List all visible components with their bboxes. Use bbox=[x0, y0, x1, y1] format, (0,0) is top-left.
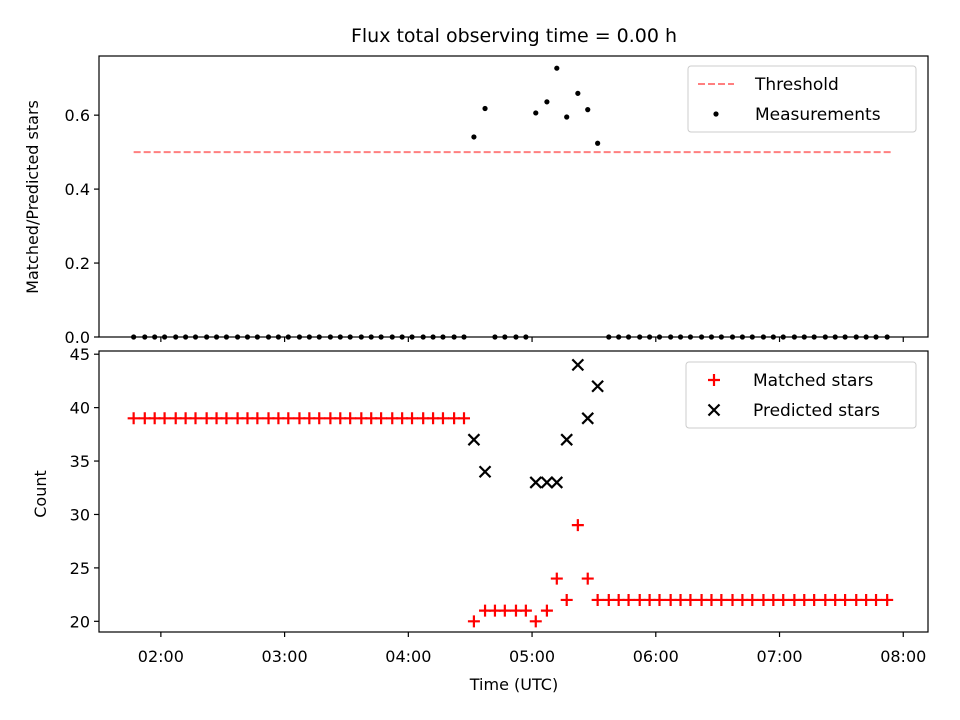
data-point bbox=[478, 465, 492, 479]
data-point bbox=[471, 134, 477, 140]
y-tick-label: 45 bbox=[70, 345, 90, 364]
chart-title: Flux total observing time = 0.00 h bbox=[351, 25, 677, 47]
y-tick-label: 30 bbox=[70, 505, 90, 524]
data-point bbox=[544, 99, 550, 105]
bottom-y-axis-label: Count bbox=[31, 470, 50, 518]
data-point bbox=[746, 593, 759, 606]
data-point bbox=[529, 615, 542, 628]
data-point bbox=[777, 593, 790, 606]
data-point bbox=[529, 476, 543, 489]
data-point bbox=[436, 412, 449, 425]
top-plot-area: 0.0 0.2 0.4 0.6 Threshold Measurements bbox=[65, 55, 929, 347]
x-tick-label: 06:00 bbox=[633, 647, 679, 666]
data-point bbox=[560, 433, 573, 446]
data-point bbox=[498, 604, 511, 617]
data-point bbox=[881, 593, 894, 606]
x-tick-label: 02:00 bbox=[138, 647, 184, 666]
data-point bbox=[127, 412, 140, 425]
top-y-axis-label: Matched/Predicted stars bbox=[23, 100, 42, 294]
y-tick-label: 40 bbox=[70, 399, 90, 418]
data-point bbox=[540, 476, 554, 489]
data-point bbox=[571, 358, 585, 372]
legend-marker bbox=[713, 111, 719, 117]
data-point bbox=[344, 412, 357, 425]
bottom-plot-area: 20 25 30 35 40 45 02:00 03:00 04:00 05:00 06:00 07:… bbox=[70, 345, 929, 666]
x-tick-label: 04:00 bbox=[385, 647, 431, 666]
data-point bbox=[622, 593, 635, 606]
data-point bbox=[519, 604, 532, 617]
x-tick-label: 08:00 bbox=[880, 647, 926, 666]
data-point bbox=[808, 593, 821, 606]
x-tick-label: 07:00 bbox=[756, 647, 802, 666]
data-point bbox=[540, 604, 553, 617]
data-point bbox=[482, 105, 488, 112]
data-point bbox=[550, 572, 563, 585]
data-point bbox=[189, 412, 202, 425]
y-tick-label: 20 bbox=[70, 612, 90, 631]
legend-label: Matched stars bbox=[753, 371, 873, 391]
y-tick-label: 0.4 bbox=[65, 180, 90, 199]
data-point bbox=[220, 412, 233, 425]
data-point bbox=[467, 615, 480, 628]
data-point bbox=[591, 379, 604, 393]
legend-label: Threshold bbox=[754, 75, 839, 95]
legend: Matched stars Predicted stars bbox=[685, 361, 917, 429]
data-point bbox=[839, 593, 852, 606]
data-point bbox=[467, 433, 481, 446]
data-point bbox=[458, 412, 471, 425]
data-point bbox=[554, 65, 560, 71]
legend: Threshold Measurements bbox=[687, 65, 917, 133]
data-point bbox=[282, 412, 295, 425]
data-point bbox=[575, 90, 581, 96]
data-point bbox=[313, 412, 326, 425]
data-point bbox=[595, 140, 601, 146]
y-tick-label: 35 bbox=[70, 452, 90, 471]
data-point bbox=[653, 593, 666, 606]
data-point bbox=[870, 593, 883, 606]
data-point bbox=[571, 519, 584, 532]
y-tick-label: 0.6 bbox=[65, 106, 90, 125]
y-tick-label: 0.0 bbox=[65, 328, 90, 347]
data-point bbox=[251, 412, 264, 425]
x-tick-label: 03:00 bbox=[262, 647, 308, 666]
data-point bbox=[550, 476, 564, 489]
data-point bbox=[564, 114, 570, 120]
legend-marker bbox=[708, 374, 720, 386]
legend-marker bbox=[707, 403, 721, 417]
series-predicted-stars bbox=[467, 358, 604, 489]
legend-label: Measurements bbox=[755, 105, 881, 125]
data-point bbox=[581, 412, 595, 425]
data-point bbox=[585, 107, 591, 113]
data-point bbox=[533, 110, 539, 116]
data-point bbox=[715, 593, 728, 606]
x-tick-label: 05:00 bbox=[509, 647, 555, 666]
y-tick-label: 25 bbox=[70, 559, 90, 578]
plot-frame bbox=[98, 350, 929, 633]
data-point bbox=[375, 412, 388, 425]
legend-box bbox=[685, 361, 917, 429]
data-point bbox=[684, 593, 697, 606]
legend-label: Predicted stars bbox=[753, 401, 880, 421]
x-axis-label: Time (UTC) bbox=[469, 675, 558, 694]
series-matched-stars bbox=[127, 412, 894, 628]
data-point bbox=[158, 412, 171, 425]
data-point bbox=[560, 593, 573, 606]
plot-frame bbox=[98, 55, 929, 338]
data-point bbox=[581, 572, 594, 585]
data-point bbox=[406, 412, 419, 425]
legend-box bbox=[687, 65, 917, 133]
data-point bbox=[591, 593, 604, 606]
y-tick-label: 0.2 bbox=[65, 254, 90, 273]
